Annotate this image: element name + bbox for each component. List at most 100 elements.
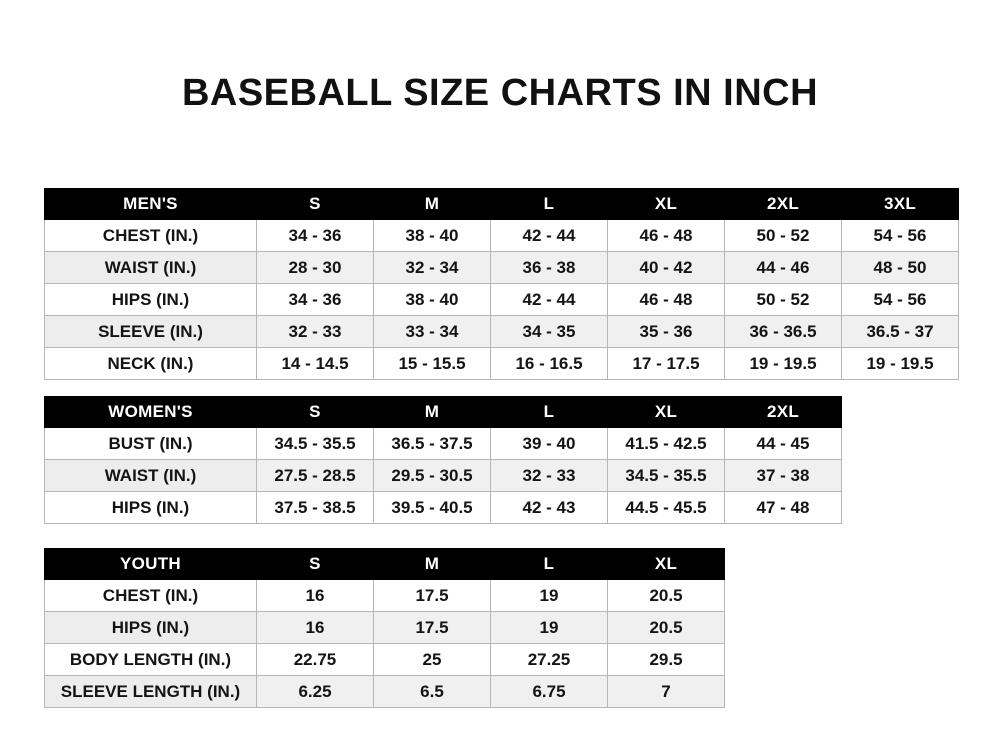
men-size-header-s: S <box>256 188 374 220</box>
women-measurement-cell: 32 - 33 <box>490 459 608 492</box>
men-measurement-cell: 54 - 56 <box>841 283 959 316</box>
youth-table-head: YOUTH S M L XL <box>44 548 725 580</box>
women-row-label: BUST (IN.) <box>44 427 257 460</box>
women-measurement-cell: 42 - 43 <box>490 491 608 524</box>
men-measurement-cell: 32 - 34 <box>373 251 491 284</box>
youth-header-row: YOUTH S M L XL <box>44 548 725 580</box>
youth-row-label: SLEEVE LENGTH (IN.) <box>44 675 257 708</box>
men-measurement-cell: 38 - 40 <box>373 219 491 252</box>
men-measurement-cell: 36.5 - 37 <box>841 315 959 348</box>
youth-size-header-xl: XL <box>607 548 725 580</box>
women-size-header-m: M <box>373 396 491 428</box>
men-measurement-cell: 34 - 36 <box>256 283 374 316</box>
men-size-header-m: M <box>373 188 491 220</box>
men-measurement-cell: 38 - 40 <box>373 283 491 316</box>
table-row: SLEEVE (IN.) 32 - 33 33 - 34 34 - 35 35 - 36… <box>44 315 959 348</box>
men-measurement-cell: 54 - 56 <box>841 219 959 252</box>
youth-corner-label: YOUTH <box>44 548 257 580</box>
men-size-header-3xl: 3XL <box>841 188 959 220</box>
mens-size-chart-block: MEN'S S M L XL 2XL 3XL CHEST (IN.) 34 - 36 38 - … <box>44 188 959 380</box>
table-row: HIPS (IN.) 16 17.5 19 20.5 <box>44 611 725 644</box>
womens-size-table: WOMEN'S S M L XL 2XL BUST (IN.) 34.5 - 35.5 36.… <box>44 396 842 524</box>
youth-measurement-cell: 16 <box>256 611 374 644</box>
womens-table-body: BUST (IN.) 34.5 - 35.5 36.5 - 37.5 39 - 40 4… <box>44 427 842 524</box>
men-size-header-xl: XL <box>607 188 725 220</box>
youth-row-label: CHEST (IN.) <box>44 579 257 612</box>
women-measurement-cell: 27.5 - 28.5 <box>256 459 374 492</box>
men-measurement-cell: 32 - 33 <box>256 315 374 348</box>
men-measurement-cell: 17 - 17.5 <box>607 347 725 380</box>
men-measurement-cell: 42 - 44 <box>490 219 608 252</box>
men-row-label: CHEST (IN.) <box>44 219 257 252</box>
women-measurement-cell: 34.5 - 35.5 <box>256 427 374 460</box>
youth-table-body: CHEST (IN.) 16 17.5 19 20.5 HIPS (IN.) 16 17.5 1… <box>44 579 725 708</box>
women-measurement-cell: 39 - 40 <box>490 427 608 460</box>
men-measurement-cell: 19 - 19.5 <box>841 347 959 380</box>
women-row-label: WAIST (IN.) <box>44 459 257 492</box>
men-measurement-cell: 33 - 34 <box>373 315 491 348</box>
men-measurement-cell: 46 - 48 <box>607 283 725 316</box>
men-measurement-cell: 50 - 52 <box>724 283 842 316</box>
youth-measurement-cell: 17.5 <box>373 611 491 644</box>
table-row: WAIST (IN.) 27.5 - 28.5 29.5 - 30.5 32 - 33… <box>44 459 842 492</box>
mens-size-table: MEN'S S M L XL 2XL 3XL CHEST (IN.) 34 - 36 38 - … <box>44 188 959 380</box>
women-measurement-cell: 37 - 38 <box>724 459 842 492</box>
men-measurement-cell: 35 - 36 <box>607 315 725 348</box>
men-measurement-cell: 50 - 52 <box>724 219 842 252</box>
men-measurement-cell: 19 - 19.5 <box>724 347 842 380</box>
table-row: HIPS (IN.) 34 - 36 38 - 40 42 - 44 46 - 48 50… <box>44 283 959 316</box>
youth-measurement-cell: 20.5 <box>607 579 725 612</box>
men-measurement-cell: 36 - 38 <box>490 251 608 284</box>
youth-measurement-cell: 19 <box>490 611 608 644</box>
youth-measurement-cell: 19 <box>490 579 608 612</box>
men-measurement-cell: 16 - 16.5 <box>490 347 608 380</box>
womens-table-head: WOMEN'S S M L XL 2XL <box>44 396 842 428</box>
women-measurement-cell: 47 - 48 <box>724 491 842 524</box>
men-corner-label: MEN'S <box>44 188 257 220</box>
youth-size-header-l: L <box>490 548 608 580</box>
men-measurement-cell: 36 - 36.5 <box>724 315 842 348</box>
women-measurement-cell: 39.5 - 40.5 <box>373 491 491 524</box>
table-row: CHEST (IN.) 34 - 36 38 - 40 42 - 44 46 - 48 5… <box>44 219 959 252</box>
women-measurement-cell: 34.5 - 35.5 <box>607 459 725 492</box>
men-measurement-cell: 34 - 35 <box>490 315 608 348</box>
men-measurement-cell: 15 - 15.5 <box>373 347 491 380</box>
men-measurement-cell: 42 - 44 <box>490 283 608 316</box>
womens-size-chart-block: WOMEN'S S M L XL 2XL BUST (IN.) 34.5 - 35.5 36.… <box>44 396 842 524</box>
youth-size-table: YOUTH S M L XL CHEST (IN.) 16 17.5 19 20.5 HIPS (… <box>44 548 725 708</box>
men-measurement-cell: 14 - 14.5 <box>256 347 374 380</box>
men-row-label: SLEEVE (IN.) <box>44 315 257 348</box>
table-row: HIPS (IN.) 37.5 - 38.5 39.5 - 40.5 42 - 43 4… <box>44 491 842 524</box>
youth-measurement-cell: 7 <box>607 675 725 708</box>
youth-measurement-cell: 20.5 <box>607 611 725 644</box>
men-row-label: WAIST (IN.) <box>44 251 257 284</box>
men-size-header-2xl: 2XL <box>724 188 842 220</box>
mens-table-head: MEN'S S M L XL 2XL 3XL <box>44 188 959 220</box>
youth-row-label: BODY LENGTH (IN.) <box>44 643 257 676</box>
women-measurement-cell: 41.5 - 42.5 <box>607 427 725 460</box>
youth-row-label: HIPS (IN.) <box>44 611 257 644</box>
men-measurement-cell: 40 - 42 <box>607 251 725 284</box>
men-size-header-l: L <box>490 188 608 220</box>
women-size-header-2xl: 2XL <box>724 396 842 428</box>
men-measurement-cell: 34 - 36 <box>256 219 374 252</box>
women-measurement-cell: 37.5 - 38.5 <box>256 491 374 524</box>
men-row-label: NECK (IN.) <box>44 347 257 380</box>
table-row: NECK (IN.) 14 - 14.5 15 - 15.5 16 - 16.5 17 … <box>44 347 959 380</box>
youth-measurement-cell: 6.5 <box>373 675 491 708</box>
women-corner-label: WOMEN'S <box>44 396 257 428</box>
women-row-label: HIPS (IN.) <box>44 491 257 524</box>
mens-table-body: CHEST (IN.) 34 - 36 38 - 40 42 - 44 46 - 48 5… <box>44 219 959 380</box>
youth-measurement-cell: 16 <box>256 579 374 612</box>
youth-measurement-cell: 6.25 <box>256 675 374 708</box>
youth-measurement-cell: 22.75 <box>256 643 374 676</box>
men-measurement-cell: 48 - 50 <box>841 251 959 284</box>
youth-measurement-cell: 29.5 <box>607 643 725 676</box>
youth-measurement-cell: 27.25 <box>490 643 608 676</box>
women-size-header-s: S <box>256 396 374 428</box>
men-measurement-cell: 46 - 48 <box>607 219 725 252</box>
women-measurement-cell: 29.5 - 30.5 <box>373 459 491 492</box>
men-header-row: MEN'S S M L XL 2XL 3XL <box>44 188 959 220</box>
youth-size-chart-block: YOUTH S M L XL CHEST (IN.) 16 17.5 19 20.5 HIPS (… <box>44 548 725 708</box>
